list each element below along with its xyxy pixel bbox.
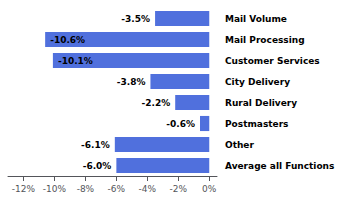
svg-text:-2%: -2% — [170, 184, 188, 194]
svg-text:0%: 0% — [202, 184, 217, 194]
svg-text:-0.6%: -0.6% — [166, 119, 195, 129]
svg-text:-6%: -6% — [108, 184, 126, 194]
svg-text:Other: Other — [225, 140, 254, 150]
svg-text:-3.5%: -3.5% — [121, 14, 150, 24]
svg-text:-2.2%: -2.2% — [141, 98, 170, 108]
svg-text:Postmasters: Postmasters — [225, 119, 288, 129]
svg-text:-3.8%: -3.8% — [117, 77, 146, 87]
svg-text:-10.6%: -10.6% — [50, 35, 85, 45]
svg-text:-10%: -10% — [43, 184, 67, 194]
svg-text:Mail Processing: Mail Processing — [225, 35, 305, 45]
svg-text:City Delivery: City Delivery — [225, 77, 290, 87]
svg-text:Mail Volume: Mail Volume — [225, 14, 287, 24]
svg-text:-4%: -4% — [139, 184, 157, 194]
svg-text:Customer Services: Customer Services — [225, 56, 320, 66]
svg-text:-8%: -8% — [77, 184, 95, 194]
svg-text:-10.1%: -10.1% — [58, 56, 93, 66]
svg-text:-6.1%: -6.1% — [81, 140, 110, 150]
svg-text:-12%: -12% — [12, 184, 36, 194]
svg-text:-6.0%: -6.0% — [83, 161, 112, 171]
svg-text:Rural Delivery: Rural Delivery — [225, 98, 297, 108]
svg-text:Average all Functions: Average all Functions — [225, 161, 334, 171]
